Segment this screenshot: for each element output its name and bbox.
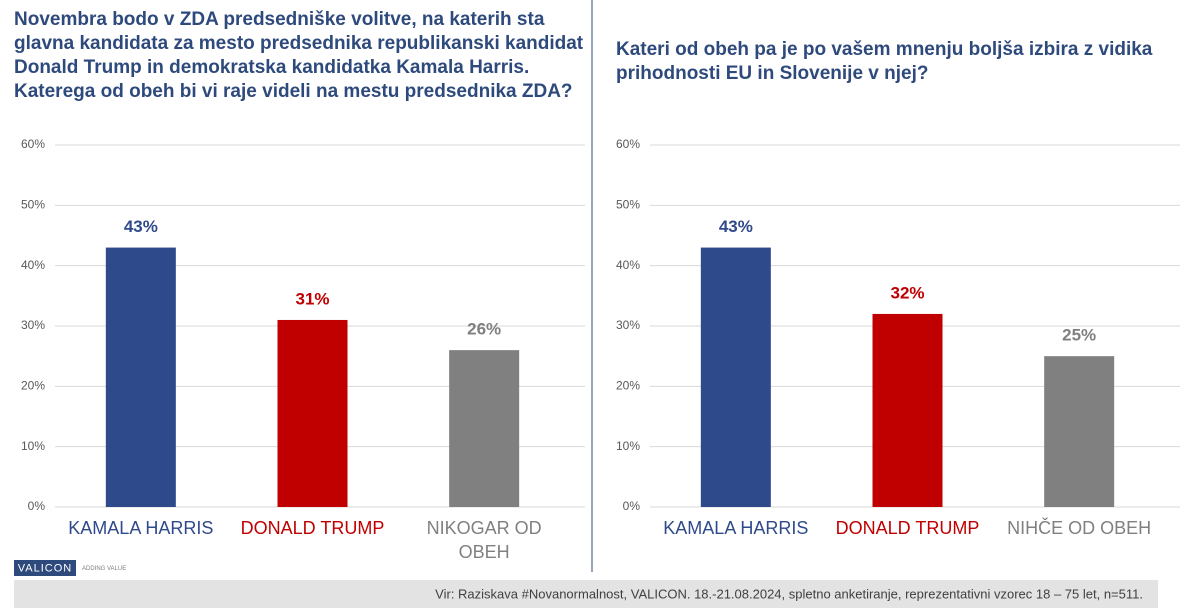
y-tick-label: 50%	[616, 198, 640, 212]
logo-box	[14, 560, 76, 576]
y-tick-label: 10%	[21, 439, 45, 453]
y-tick-label: 30%	[616, 318, 640, 332]
logo: VALICON	[18, 562, 72, 574]
y-tick-label: 50%	[21, 198, 45, 212]
bar	[1044, 356, 1115, 507]
x-tick-label: KAMALA HARRIS	[663, 518, 809, 538]
value-label: 31%	[295, 289, 329, 308]
footer-bar	[14, 580, 1158, 608]
value-label: 32%	[890, 283, 924, 302]
y-tick-label: 0%	[623, 499, 641, 513]
x-tick-label: DONALD TRUMP	[835, 518, 980, 538]
y-tick-label: 60%	[21, 137, 45, 151]
value-label: 25%	[1062, 326, 1096, 345]
y-tick-label: 30%	[21, 318, 45, 332]
bar	[277, 319, 348, 507]
y-tick-label: 20%	[21, 379, 45, 393]
chart-title: Novembra bodo v ZDA predsedniške volitve…	[14, 9, 584, 102]
x-tick-label: DONALD TRUMP	[240, 518, 385, 538]
bar	[105, 247, 176, 508]
tagline: ADDING VALUE	[82, 566, 126, 572]
chart-title: Kateri od obeh pa je po vašem mnenju bol…	[616, 39, 1153, 84]
y-tick-label: 0%	[28, 499, 46, 513]
y-tick-label: 60%	[616, 137, 640, 151]
y-tick-label: 10%	[616, 439, 640, 453]
x-tick-label: KAMALA HARRIS	[68, 518, 214, 538]
bar	[449, 350, 520, 507]
y-tick-label: 40%	[21, 258, 45, 272]
x-tick-label: NIKOGAR OD OBEH	[426, 518, 542, 562]
bar	[872, 313, 943, 507]
bar	[700, 247, 771, 508]
value-label: 43%	[719, 217, 753, 236]
x-tick-label: NIHČE OD OBEH	[1007, 518, 1152, 538]
value-label: 43%	[124, 217, 158, 236]
y-tick-label: 20%	[616, 379, 640, 393]
value-label: 26%	[467, 320, 501, 339]
source: Vir: Raziskava #Novanormalnost, VALICON.…	[435, 586, 1143, 601]
y-tick-label: 40%	[616, 258, 640, 272]
